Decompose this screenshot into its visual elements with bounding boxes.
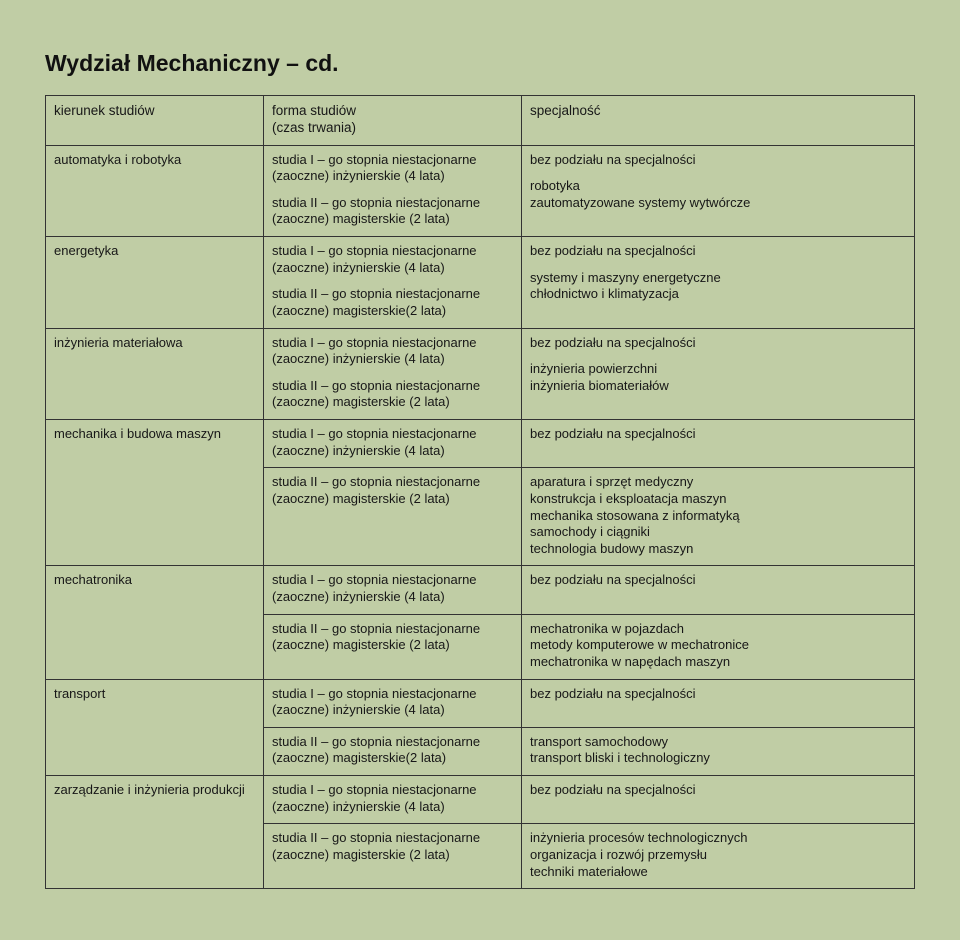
direction-cell: automatyka i robotyka	[46, 145, 264, 237]
table-row: automatyka i robotykastudia I – go stopn…	[46, 145, 915, 237]
page-title: Wydział Mechaniczny – cd.	[45, 50, 915, 77]
form-cell: studia I – go stopnia niestacjonarne(zao…	[264, 566, 522, 614]
direction-cell: zarządzanie i inżynieria produkcji	[46, 776, 264, 889]
table-row: mechatronikastudia I – go stopnia niesta…	[46, 566, 915, 614]
form-cell: studia II – go stopnia niestacjonarne(za…	[264, 614, 522, 679]
header-kierunek: kierunek studiów	[46, 96, 264, 146]
spec-cell: bez podziału na specjalności	[522, 566, 915, 614]
form-cell: studia I – go stopnia niestacjonarne(zao…	[264, 776, 522, 824]
form-cell: studia I – go stopnia niestacjonarne(zao…	[264, 237, 522, 329]
direction-cell: inżynieria materiałowa	[46, 328, 264, 420]
table-row: energetykastudia I – go stopnia niestacj…	[46, 237, 915, 329]
form-cell: studia I – go stopnia niestacjonarne(zao…	[264, 145, 522, 237]
studies-table: kierunek studiów forma studiów (czas trw…	[45, 95, 915, 889]
spec-cell: mechatronika w pojazdachmetody komputero…	[522, 614, 915, 679]
direction-cell: energetyka	[46, 237, 264, 329]
table-header-row: kierunek studiów forma studiów (czas trw…	[46, 96, 915, 146]
table-row: mechanika i budowa maszynstudia I – go s…	[46, 420, 915, 468]
form-cell: studia II – go stopnia niestacjonarne(za…	[264, 468, 522, 566]
direction-cell: transport	[46, 679, 264, 776]
direction-cell: mechanika i budowa maszyn	[46, 420, 264, 566]
spec-cell: bez podziału na specjalnościsystemy i ma…	[522, 237, 915, 329]
form-cell: studia I – go stopnia niestacjonarne(zao…	[264, 679, 522, 727]
spec-cell: bez podziału na specjalności	[522, 420, 915, 468]
spec-cell: bez podziału na specjalnościrobotykazaut…	[522, 145, 915, 237]
form-cell: studia I – go stopnia niestacjonarne(zao…	[264, 420, 522, 468]
table-row: inżynieria materiałowastudia I – go stop…	[46, 328, 915, 420]
direction-cell: mechatronika	[46, 566, 264, 679]
spec-cell: aparatura i sprzęt medycznykonstrukcja i…	[522, 468, 915, 566]
spec-cell: bez podziału na specjalności	[522, 679, 915, 727]
form-cell: studia II – go stopnia niestacjonarne(za…	[264, 824, 522, 889]
table-row: transportstudia I – go stopnia niestacjo…	[46, 679, 915, 727]
spec-cell: inżynieria procesów technologicznychorga…	[522, 824, 915, 889]
form-cell: studia I – go stopnia niestacjonarne(zao…	[264, 328, 522, 420]
spec-cell: transport samochodowytransport bliski i …	[522, 727, 915, 775]
spec-cell: bez podziału na specjalnościinżynieria p…	[522, 328, 915, 420]
header-forma: forma studiów (czas trwania)	[264, 96, 522, 146]
form-cell: studia II – go stopnia niestacjonarne(za…	[264, 727, 522, 775]
spec-cell: bez podziału na specjalności	[522, 776, 915, 824]
header-specjalnosc: specjalność	[522, 96, 915, 146]
table-row: zarządzanie i inżynieria produkcjistudia…	[46, 776, 915, 824]
